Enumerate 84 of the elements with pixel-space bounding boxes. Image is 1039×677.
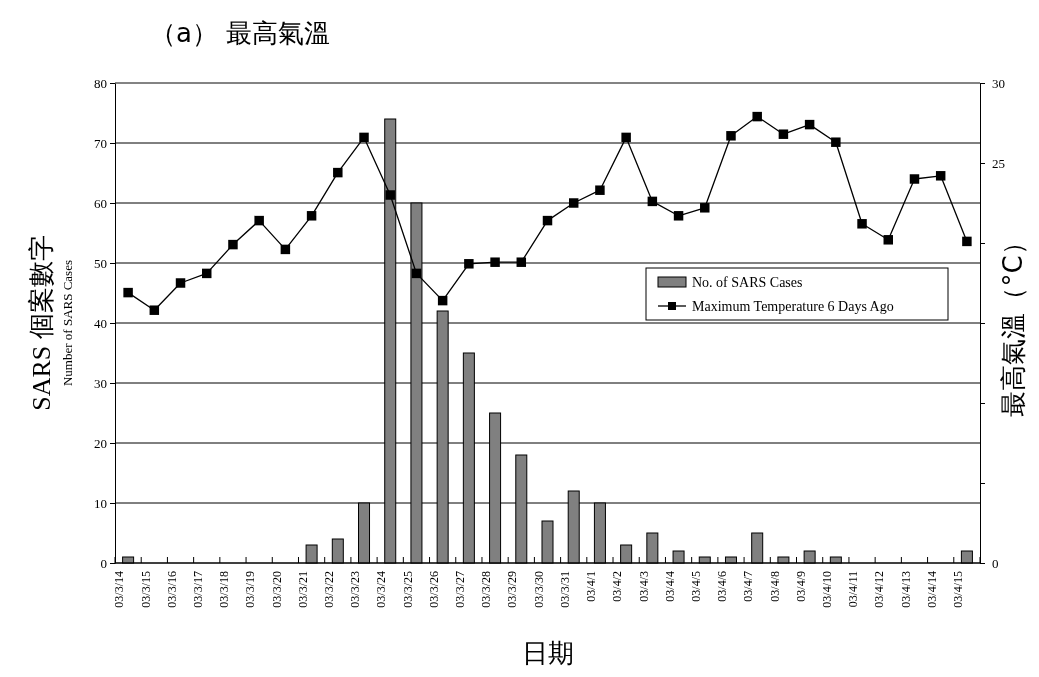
x-tick-label: 03/3/19 <box>243 571 258 608</box>
x-tick-label: 03/3/29 <box>505 571 520 608</box>
point <box>359 132 369 143</box>
x-tick-label: 03/4/11 <box>846 571 861 608</box>
point <box>202 268 212 279</box>
point <box>280 244 291 255</box>
point <box>516 257 527 267</box>
point <box>752 111 762 122</box>
point <box>464 259 474 269</box>
y-tick-label: 60 <box>94 195 107 211</box>
x-tick-label: 03/3/24 <box>374 571 389 608</box>
y2-tick-label: 30 <box>992 75 1005 91</box>
x-tick-label: 03/4/10 <box>820 571 835 608</box>
x-tick-label: 03/4/6 <box>715 571 730 602</box>
point <box>437 295 448 306</box>
point <box>935 171 946 181</box>
point <box>883 235 893 245</box>
x-tick-label: 03/3/17 <box>190 571 205 608</box>
y-tick-label: 0 <box>100 555 107 571</box>
y-axis-title: SARS 個案數字 Number of SARS Cases <box>27 235 75 411</box>
point <box>778 129 789 139</box>
x-tick-label: 03/4/7 <box>741 571 756 602</box>
point <box>542 215 553 226</box>
x-tick-label: 03/3/16 <box>164 571 179 608</box>
point <box>595 185 605 195</box>
x-tick-label: 03/3/20 <box>269 571 284 608</box>
x-tick-label: 03/3/15 <box>138 571 153 608</box>
x-tick-label: 03/3/30 <box>531 571 546 608</box>
point <box>175 278 186 288</box>
y-tick-label: 20 <box>94 435 107 451</box>
point <box>411 268 422 279</box>
x-tick-label: 03/3/27 <box>453 571 468 608</box>
point <box>490 257 500 267</box>
x-tick-label: 03/4/13 <box>898 571 913 608</box>
point <box>333 167 343 178</box>
y2-axis-title: 最高氣溫（°C） <box>998 229 1028 417</box>
y-tick-label: 50 <box>94 255 107 271</box>
point <box>568 198 579 208</box>
point <box>700 203 710 213</box>
x-tick-label: 03/4/4 <box>662 571 677 602</box>
y-tick-label: 30 <box>94 375 107 391</box>
x-tick-label: 03/3/28 <box>479 571 494 608</box>
point <box>647 196 658 207</box>
point <box>254 215 264 226</box>
x-tick-label: 03/3/31 <box>557 571 572 608</box>
point <box>123 287 133 298</box>
y-tick-label: 10 <box>94 495 107 511</box>
x-tick-label: 03/3/18 <box>217 571 232 608</box>
x-axis-title: 日期 <box>521 638 574 668</box>
x-tick-label: 03/4/1 <box>584 571 599 602</box>
x-tick-label: 03/4/2 <box>610 571 625 602</box>
x-tick-label: 03/4/8 <box>767 571 782 602</box>
x-tick-label: 03/4/12 <box>872 571 887 608</box>
x-tick-label: 03/4/3 <box>636 571 651 602</box>
point <box>726 131 736 141</box>
point <box>804 119 815 130</box>
x-tick-label: 03/4/9 <box>793 571 808 602</box>
x-tick-label: 03/4/15 <box>951 571 966 608</box>
chart-title: （a） 最高氣溫 <box>150 18 331 48</box>
x-tick-label: 03/4/5 <box>688 571 703 602</box>
legend-label: Maximum Temperature 6 Days Ago <box>692 299 894 314</box>
x-tick-label: 03/3/21 <box>295 571 310 608</box>
point <box>385 190 395 200</box>
x-tick-label: 03/3/25 <box>400 571 415 608</box>
point <box>149 305 160 315</box>
point <box>306 211 317 221</box>
x-tick-label: 03/3/14 <box>112 571 127 608</box>
point <box>673 211 684 221</box>
x-tick-label: 03/3/26 <box>426 571 441 608</box>
point <box>962 236 972 247</box>
y2-tick-label: 0 <box>992 555 999 571</box>
y-tick-label: 80 <box>94 75 107 91</box>
y2-tick-label: 25 <box>992 155 1005 171</box>
point <box>857 219 867 229</box>
point <box>228 239 238 250</box>
point <box>621 132 631 143</box>
x-tick-label: 03/3/22 <box>322 571 336 608</box>
x-tick-label: 03/4/14 <box>924 571 939 608</box>
x-tick-label: 03/3/23 <box>348 571 363 608</box>
legend-label: No. of SARS Cases <box>692 275 803 290</box>
point <box>909 174 920 184</box>
y-tick-label: 70 <box>94 135 107 151</box>
point <box>831 137 841 147</box>
y-tick-label: 40 <box>94 315 107 331</box>
